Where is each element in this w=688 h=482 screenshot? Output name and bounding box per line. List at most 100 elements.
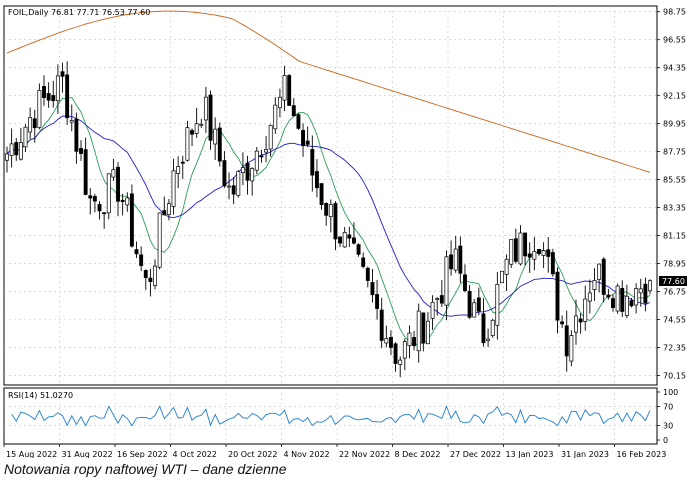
price-tick-label: 81.15 <box>663 232 686 241</box>
bull-candle <box>583 298 588 322</box>
bull-candle <box>402 341 407 359</box>
bear-candle <box>74 118 79 152</box>
bull-candle <box>532 251 537 260</box>
bear-candle <box>388 337 393 348</box>
time-tick-label: 27 Dec 2022 <box>450 450 501 458</box>
bear-candle <box>550 252 555 275</box>
bear-candle <box>347 234 352 239</box>
bear-candle <box>134 249 139 255</box>
rsi-label: RSI(14) 51.0270 <box>8 391 73 400</box>
bear-candle <box>42 86 46 98</box>
bull-candle <box>240 167 245 173</box>
price-tick-label: 94.35 <box>663 64 686 73</box>
price-chart: 98.75 96.55 94.35 92.15 89.95 87.75 85.55 83.35… <box>3 5 687 458</box>
bull-candle <box>277 96 282 109</box>
bear-candle <box>375 294 380 309</box>
bull-candle <box>416 310 421 352</box>
bull-candle <box>328 204 333 218</box>
time-axis: 15 Aug 2022 31 Aug 2022 16 Sep 2022 4 Oct 2… <box>3 444 666 458</box>
bull-candle <box>23 126 28 148</box>
bull-candle <box>430 301 435 319</box>
rsi-line <box>11 405 651 427</box>
bear-candle <box>259 155 264 158</box>
bear-candle <box>88 195 93 199</box>
price-tick-label: 98.75 <box>663 8 686 17</box>
bull-candle <box>203 96 208 121</box>
bull-candle <box>574 315 578 333</box>
bear-candle <box>537 249 541 255</box>
bull-candle <box>342 232 347 248</box>
bear-candle <box>643 283 648 304</box>
price-tick-label: 85.55 <box>663 176 686 185</box>
bear-candle <box>611 298 615 308</box>
bear-candle <box>143 270 148 278</box>
bear-candle <box>51 95 56 102</box>
bull-candle <box>176 166 181 174</box>
bear-candle <box>523 232 528 257</box>
ma-mid-line <box>6 115 651 317</box>
bear-candle <box>361 257 366 267</box>
bear-candle <box>14 142 19 156</box>
bull-candle <box>504 258 509 275</box>
time-tick-label: 31 Aug 2022 <box>62 450 113 458</box>
bull-candle <box>9 143 14 156</box>
bull-candle <box>634 288 639 306</box>
bear-candle <box>333 203 338 240</box>
bull-candle <box>227 185 231 188</box>
bull-candle <box>518 232 523 265</box>
bull-candle <box>171 170 176 207</box>
price-tick-label: 76.75 <box>663 288 686 297</box>
rsi-line-group <box>11 405 651 427</box>
bear-candle <box>102 212 107 215</box>
bear-candle <box>287 75 292 106</box>
bear-candle <box>393 343 398 364</box>
rsi-tick-label: 100 <box>663 388 678 397</box>
bull-candle <box>495 283 500 326</box>
price-tick-label: 92.15 <box>663 92 686 101</box>
price-tick-label: 72.35 <box>663 343 686 352</box>
bear-candle <box>439 295 444 304</box>
price-tick-label: 83.35 <box>663 204 686 213</box>
bear-candle <box>46 93 51 101</box>
bear-candle <box>217 127 222 162</box>
bear-candle <box>190 130 194 135</box>
bear-candle <box>148 277 153 282</box>
bear-candle <box>208 94 213 141</box>
bear-candle <box>301 130 306 147</box>
bear-candle <box>291 105 296 117</box>
price-tick-label: 87.75 <box>663 148 686 157</box>
bear-candle <box>305 140 310 145</box>
bull-candle <box>166 203 171 215</box>
bear-candle <box>606 294 611 298</box>
price-tick-label: 78.95 <box>663 260 686 269</box>
bull-candle <box>426 320 430 345</box>
bear-candle <box>180 161 185 164</box>
bull-candle <box>55 75 60 102</box>
bull-candle <box>18 142 23 160</box>
price-tick-label: 96.55 <box>663 36 686 45</box>
bear-candle <box>79 148 83 154</box>
bull-candle <box>587 292 592 302</box>
bear-candle <box>65 74 70 119</box>
bull-candle <box>106 173 111 214</box>
bear-candle <box>513 238 518 262</box>
bear-candle <box>314 171 319 189</box>
bear-candle <box>560 321 565 325</box>
bear-candle <box>351 237 356 244</box>
bear-candle <box>601 258 606 295</box>
bear-candle <box>356 244 361 255</box>
bull-candle <box>384 338 389 344</box>
bull-candle <box>541 250 546 256</box>
bull-candle <box>157 212 162 268</box>
bear-candle <box>527 253 532 258</box>
time-tick-label: 15 Aug 2022 <box>6 450 57 458</box>
bull-candle <box>5 153 9 161</box>
bull-candle <box>444 256 449 306</box>
time-tick-label: 8 Dec 2022 <box>395 450 441 458</box>
rsi-axis: 100 70 30 0 <box>657 388 678 445</box>
bull-candle <box>500 270 504 284</box>
last-price-tag: 77.60 <box>659 276 687 286</box>
bear-candle <box>310 149 315 176</box>
bull-candle <box>282 75 287 101</box>
bull-candle <box>69 120 74 123</box>
